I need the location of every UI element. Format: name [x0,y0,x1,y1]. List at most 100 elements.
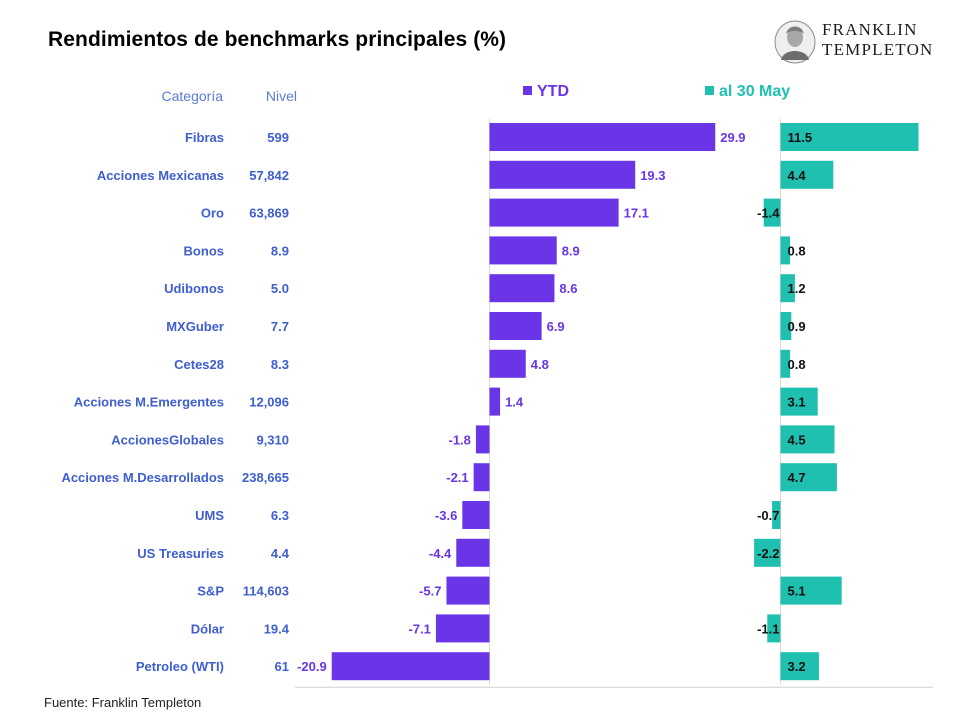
may-bar [780,160,834,189]
level-label: 12,096 [249,395,289,410]
level-label: 5.0 [271,281,289,296]
category-label: UMS [195,508,224,523]
ytd-bar [489,123,716,151]
may-value-label: 3.1 [788,395,806,410]
ytd-value-label: 17.1 [624,206,649,221]
ytd-bar [489,160,636,189]
may-value-label: 11.5 [788,130,813,145]
ytd-bar [462,501,490,529]
may-bar [780,387,818,416]
legend-label-may: al 30 May [719,83,790,100]
level-label: 6.3 [271,508,289,523]
ytd-value-label: 6.9 [547,319,565,334]
ytd-value-label: -3.6 [435,508,457,523]
portrait-icon [774,20,816,64]
category-label: US Treasuries [137,546,224,561]
category-label: AccionesGlobales [111,432,224,447]
level-label: 57,842 [249,168,289,183]
may-value-label: 1.2 [788,281,806,296]
level-label: 8.9 [271,243,289,258]
ytd-bar [489,387,501,416]
may-value-label: -0.7 [757,508,779,523]
ytd-value-label: 29.9 [720,130,745,145]
logo-line-1: FRANKLIN [822,20,918,39]
ytd-bar [446,576,490,605]
level-label: 4.4 [271,546,290,561]
category-label: Cetes28 [174,357,224,372]
ytd-value-label: 1.4 [505,395,524,410]
ytd-bar [489,236,557,265]
may-value-label: 0.8 [788,243,806,258]
may-bar [780,425,835,454]
ytd-value-label: 4.8 [531,357,549,372]
category-label: Fibras [185,130,224,145]
level-label: 599 [267,130,289,145]
level-label: 9,310 [256,432,289,447]
level-label: 19.4 [264,621,290,636]
may-bar [780,274,795,303]
may-bar [767,614,781,643]
may-bar [780,236,791,265]
category-label: MXGuber [166,319,224,334]
may-bar [780,349,791,378]
may-bar [780,576,842,605]
may-value-label: -1.4 [757,206,780,221]
ytd-bar [331,652,490,681]
ytd-bar [435,614,490,643]
ytd-bar [456,538,490,567]
may-bar [754,538,781,567]
category-label: Petroleo (WTI) [136,659,224,674]
category-label: Udibonos [164,281,224,296]
level-label: 114,603 [243,584,289,599]
may-value-label: 0.9 [788,319,806,334]
may-value-label: -1.1 [757,621,779,636]
level-label: 8.3 [271,357,289,372]
ytd-bar [489,349,526,378]
category-label: Acciones M.Emergentes [74,395,224,410]
level-header: Nivel [266,88,297,104]
category-label: S&P [197,584,224,599]
ytd-bar [489,312,542,340]
benchmark-chart: Categoría Nivel YTD al 30 May Fibras 599 29.9 1… [61,83,933,688]
category-label: Acciones Mexicanas [97,168,224,183]
ytd-bar [475,425,490,454]
level-label: 7.7 [271,319,289,334]
may-bar [780,123,919,151]
level-label: 61 [275,659,289,674]
level-label: 63,869 [249,206,289,221]
legend-swatch-ytd [523,86,532,95]
ytd-value-label: 19.3 [640,168,665,183]
may-bar [763,198,781,227]
may-value-label: 0.8 [788,357,806,372]
may-value-label: 4.7 [788,470,806,485]
ytd-value-label: -20.9 [297,659,327,674]
category-label: Oro [201,206,224,221]
category-label: Acciones M.Desarrollados [61,470,224,485]
chart-title: Rendimientos de benchmarks principales (… [48,28,507,51]
level-label: 238,665 [242,470,289,485]
may-value-label: -2.2 [757,546,779,561]
ytd-value-label: -1.8 [449,432,471,447]
legend-swatch-may [705,86,714,95]
may-value-label: 3.2 [788,659,806,674]
may-value-label: 5.1 [788,584,806,599]
legend-label-ytd: YTD [537,83,569,100]
ytd-value-label: -2.1 [446,470,468,485]
may-bar [780,463,837,492]
ytd-value-label: -5.7 [419,584,441,599]
logo-line-2: TEMPLETON [822,40,934,59]
ytd-value-label: -4.4 [429,546,452,561]
franklin-templeton-logo: FRANKLIN TEMPLETON [774,20,944,64]
ytd-bar [489,198,619,227]
source-note: Fuente: Franklin Templeton [44,695,202,710]
may-bar [780,652,819,681]
category-label: Dólar [191,621,224,636]
ytd-value-label: 8.9 [562,243,580,258]
ytd-value-label: -7.1 [408,621,430,636]
may-bar [772,501,781,529]
may-value-label: 4.5 [788,432,806,447]
category-label: Bonos [184,243,224,258]
may-bar [780,312,792,340]
ytd-bar [489,274,555,303]
ytd-bar [473,463,490,492]
